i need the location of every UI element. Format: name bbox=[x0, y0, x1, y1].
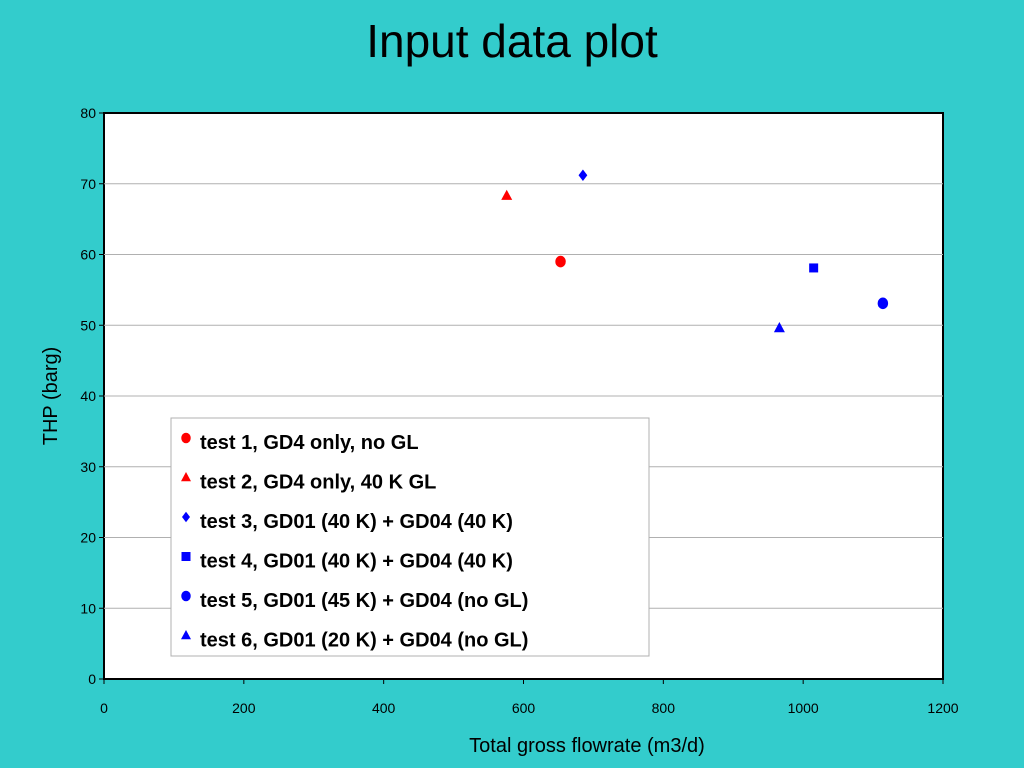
x-tick-label: 600 bbox=[512, 700, 536, 716]
legend-label: test 3, GD01 (40 K) + GD04 (40 K) bbox=[200, 511, 513, 533]
slide-title: Input data plot bbox=[366, 15, 658, 67]
data-point bbox=[578, 169, 588, 182]
y-tick-label: 0 bbox=[88, 671, 96, 687]
y-tick-label: 60 bbox=[80, 247, 96, 263]
legend-label: test 2, GD4 only, 40 K GL bbox=[200, 472, 436, 494]
legend-label: test 1, GD4 only, no GL bbox=[200, 432, 419, 454]
legend-label: test 6, GD01 (20 K) + GD04 (no GL) bbox=[200, 630, 528, 652]
x-tick-label: 200 bbox=[232, 700, 256, 716]
y-tick-label: 40 bbox=[80, 388, 96, 404]
x-axis-title: Total gross flowrate (m3/d) bbox=[469, 735, 705, 757]
legend-marker bbox=[182, 511, 190, 523]
y-tick-label: 20 bbox=[80, 530, 96, 546]
x-tick-label: 800 bbox=[652, 700, 676, 716]
y-axis-ticks: 0 10 20 30 40 50 60 70 80 bbox=[80, 105, 104, 687]
x-tick-label: 0 bbox=[100, 700, 108, 716]
legend-marker bbox=[181, 630, 191, 640]
data-point bbox=[555, 255, 566, 268]
y-tick-label: 50 bbox=[80, 317, 96, 333]
legend-marker bbox=[181, 590, 191, 602]
y-tick-label: 70 bbox=[80, 176, 96, 192]
data-points bbox=[501, 169, 889, 333]
legend-marker bbox=[181, 472, 191, 482]
x-tick-label: 400 bbox=[372, 700, 396, 716]
data-point bbox=[877, 297, 889, 310]
y-tick-label: 30 bbox=[80, 459, 96, 475]
legend: test 1, GD4 only, no GL test 2, GD4 only,… bbox=[170, 417, 650, 657]
y-tick-label: 10 bbox=[80, 600, 96, 616]
data-point bbox=[501, 189, 513, 200]
x-tick-label: 1000 bbox=[788, 700, 819, 716]
data-point bbox=[809, 263, 819, 273]
x-axis-ticks: 0 200 400 600 800 1000 1200 bbox=[100, 679, 959, 716]
data-point bbox=[773, 322, 785, 333]
legend-box bbox=[170, 417, 650, 657]
legend-label: test 5, GD01 (45 K) + GD04 (no GL) bbox=[200, 590, 528, 612]
legend-marker bbox=[181, 552, 191, 561]
legend-marker bbox=[181, 432, 191, 444]
y-tick-label: 80 bbox=[80, 105, 96, 121]
y-axis-title: THP (barg) bbox=[40, 347, 62, 446]
legend-label: test 4, GD01 (40 K) + GD04 (40 K) bbox=[200, 551, 513, 573]
x-tick-label: 1200 bbox=[927, 700, 958, 716]
